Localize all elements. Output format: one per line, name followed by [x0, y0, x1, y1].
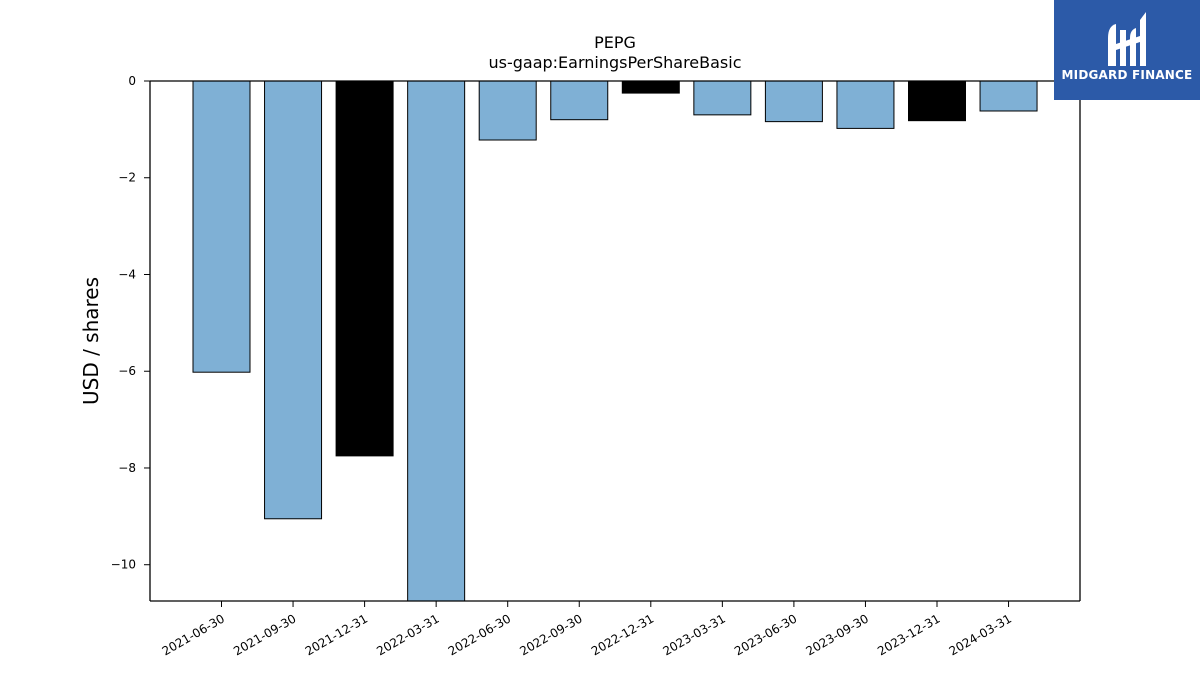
x-tick-label: 2022-12-31	[589, 611, 656, 658]
x-tick-label: 2023-09-30	[804, 611, 871, 658]
x-tick-label: 2023-03-31	[660, 611, 727, 658]
x-tick-label: 2021-12-31	[303, 611, 370, 658]
y-tick-label: −6	[118, 364, 136, 378]
bar-2022-06-30	[478, 80, 537, 141]
y-tick-label: 0	[128, 74, 136, 88]
midgard-logo-icon	[1108, 12, 1146, 66]
x-tick-label: 2024-03-31	[947, 611, 1014, 658]
bar-2021-12-31	[335, 80, 394, 457]
bar-2023-06-30	[764, 80, 823, 123]
y-tick-label: −10	[111, 558, 136, 572]
bar-2021-06-30	[192, 80, 251, 373]
y-tick-label: −2	[118, 171, 136, 185]
bars-layer	[192, 80, 1038, 602]
x-tick-label: 2022-09-30	[517, 611, 584, 658]
chart-subtitle: us-gaap:EarningsPerShareBasic	[488, 53, 741, 72]
x-tick-label: 2021-06-30	[160, 611, 227, 658]
y-axis-label: USD / shares	[79, 277, 103, 405]
bar-2024-03-31	[979, 80, 1038, 112]
bar-2022-12-31	[621, 80, 680, 94]
x-tick-label: 2023-12-31	[875, 611, 942, 658]
midgard-finance-logo: MIDGARD FINANCE	[1054, 0, 1200, 100]
bar-2023-09-30	[836, 80, 895, 129]
x-tick-label: 2022-06-30	[446, 611, 513, 658]
x-tick-label: 2023-06-30	[732, 611, 799, 658]
chart-title: PEPG	[594, 33, 636, 52]
axes-layer: 0 −2 −4 −6 −8 −10 2021-06-30 2021-09-30 2021-12-…	[111, 74, 1081, 658]
bar-2022-09-30	[550, 80, 609, 121]
y-tick-label: −4	[118, 267, 136, 281]
bar-2021-09-30	[264, 80, 323, 520]
x-tick-label: 2022-03-31	[374, 611, 441, 658]
x-tick-label: 2021-09-30	[231, 611, 298, 658]
bar-2023-03-31	[693, 80, 752, 116]
y-tick-label: −8	[118, 461, 136, 475]
bar-2022-03-31	[407, 80, 466, 602]
bar-2023-12-31	[908, 80, 966, 122]
logo-text: MIDGARD FINANCE	[1061, 68, 1193, 82]
